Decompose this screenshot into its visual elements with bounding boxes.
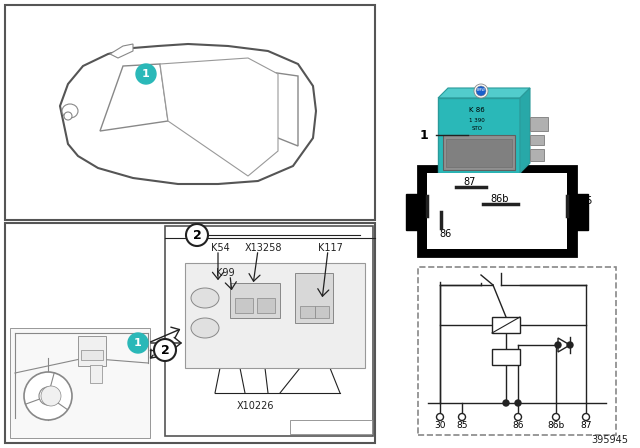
Circle shape <box>555 342 561 348</box>
Bar <box>235 298 253 313</box>
Text: X10226: X10226 <box>236 401 274 411</box>
Bar <box>290 420 372 434</box>
Circle shape <box>474 84 488 98</box>
Text: 1: 1 <box>142 69 150 79</box>
Bar <box>295 273 333 323</box>
Bar <box>10 328 150 438</box>
Text: K54: K54 <box>211 243 229 253</box>
Text: 85: 85 <box>456 421 468 430</box>
Circle shape <box>39 387 57 405</box>
Bar <box>230 283 280 318</box>
Text: 86b: 86b <box>547 421 564 430</box>
Circle shape <box>136 64 156 84</box>
Circle shape <box>128 333 148 353</box>
Bar <box>492 317 520 333</box>
Text: 87: 87 <box>580 421 592 430</box>
Bar <box>418 267 616 435</box>
Circle shape <box>436 414 444 421</box>
Circle shape <box>476 86 486 96</box>
Ellipse shape <box>191 288 219 308</box>
Bar <box>530 117 548 131</box>
Bar <box>185 263 365 368</box>
Polygon shape <box>60 44 316 184</box>
Bar <box>165 226 373 436</box>
Circle shape <box>186 224 208 246</box>
Bar <box>300 306 315 318</box>
Text: BMW: BMW <box>477 88 485 92</box>
Text: X13258: X13258 <box>244 243 282 253</box>
Bar <box>492 349 520 365</box>
Ellipse shape <box>191 318 219 338</box>
Bar <box>257 298 275 313</box>
Bar <box>446 139 512 167</box>
Text: 395945: 395945 <box>591 435 628 445</box>
Polygon shape <box>520 88 530 173</box>
Text: 30: 30 <box>435 421 445 430</box>
Bar <box>438 98 520 173</box>
Text: 1: 1 <box>419 129 428 142</box>
Polygon shape <box>243 71 298 146</box>
Circle shape <box>582 414 589 421</box>
Text: K 86: K 86 <box>469 107 485 113</box>
Text: 2: 2 <box>161 344 170 357</box>
Text: 85: 85 <box>580 196 593 206</box>
Circle shape <box>154 339 176 361</box>
Circle shape <box>458 414 465 421</box>
Bar <box>418 166 576 256</box>
Text: 1: 1 <box>134 338 142 348</box>
Bar <box>443 135 515 170</box>
Circle shape <box>515 400 521 406</box>
Polygon shape <box>438 88 530 98</box>
Text: 2: 2 <box>193 228 202 241</box>
Bar <box>78 336 106 366</box>
Circle shape <box>567 342 573 348</box>
Ellipse shape <box>62 104 78 118</box>
Bar <box>427 173 567 249</box>
Text: 86: 86 <box>512 421 524 430</box>
Polygon shape <box>558 338 570 352</box>
Circle shape <box>503 400 509 406</box>
Bar <box>5 5 375 220</box>
Polygon shape <box>110 44 133 58</box>
Circle shape <box>24 372 72 420</box>
Circle shape <box>552 414 559 421</box>
Text: 87: 87 <box>464 177 476 187</box>
Circle shape <box>64 112 72 120</box>
Circle shape <box>515 414 522 421</box>
Bar <box>5 223 375 443</box>
Bar <box>530 135 544 145</box>
Text: K99: K99 <box>216 268 234 278</box>
Text: 1 390: 1 390 <box>469 117 485 122</box>
Text: K117: K117 <box>317 243 342 253</box>
Bar <box>406 194 420 230</box>
Bar <box>530 149 544 161</box>
Bar <box>574 194 588 230</box>
Text: STO: STO <box>472 125 483 130</box>
Text: 86: 86 <box>440 229 452 239</box>
Text: 86b: 86b <box>491 194 509 204</box>
Text: 30: 30 <box>409 196 421 206</box>
Polygon shape <box>100 64 168 131</box>
Bar <box>315 306 329 318</box>
Bar <box>90 365 102 383</box>
Circle shape <box>41 386 61 406</box>
Text: 501421009: 501421009 <box>309 422 353 431</box>
Bar <box>81 350 103 360</box>
Polygon shape <box>160 58 278 176</box>
